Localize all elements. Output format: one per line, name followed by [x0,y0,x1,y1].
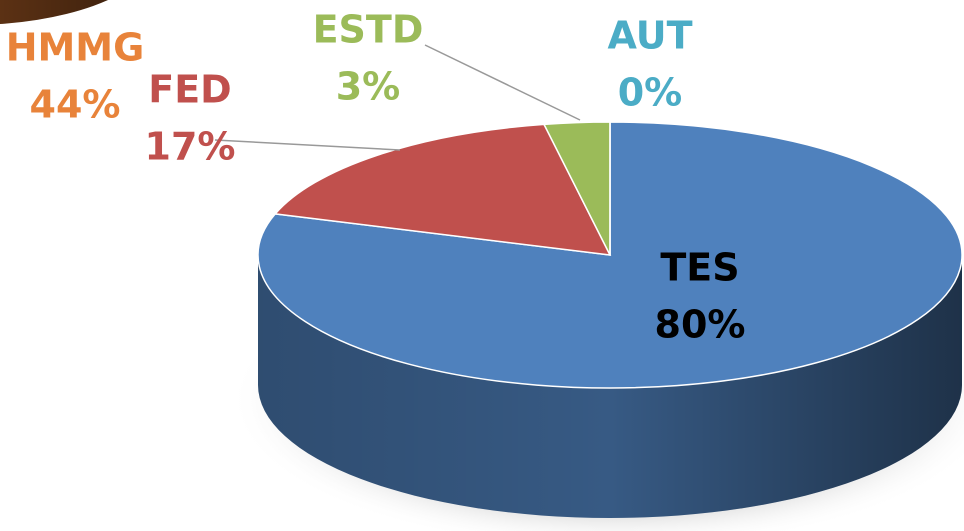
slice-value-label: 0% [618,71,683,115]
leader-line [214,139,401,151]
slice [273,123,612,256]
slice-label: FED [148,68,231,112]
labels: TES 80% FED 17% ESTD 3% AUT 0% HMMG 44% [6,8,746,347]
pie [0,0,963,518]
leader-line [424,44,581,121]
slice-label: AUT [607,14,692,58]
slice-value-label: 80% [655,303,746,347]
slice-side-shade [258,255,962,518]
slice-side-shade [0,0,108,24]
slice [257,121,963,389]
slice-label: TES [660,246,739,290]
slice-value-label: 44% [30,83,121,127]
slice-label: HMMG [6,26,145,70]
slice-label: ESTD [313,8,424,52]
slice-value-label: 17% [145,125,236,169]
slice-value-label: 3% [336,65,401,109]
